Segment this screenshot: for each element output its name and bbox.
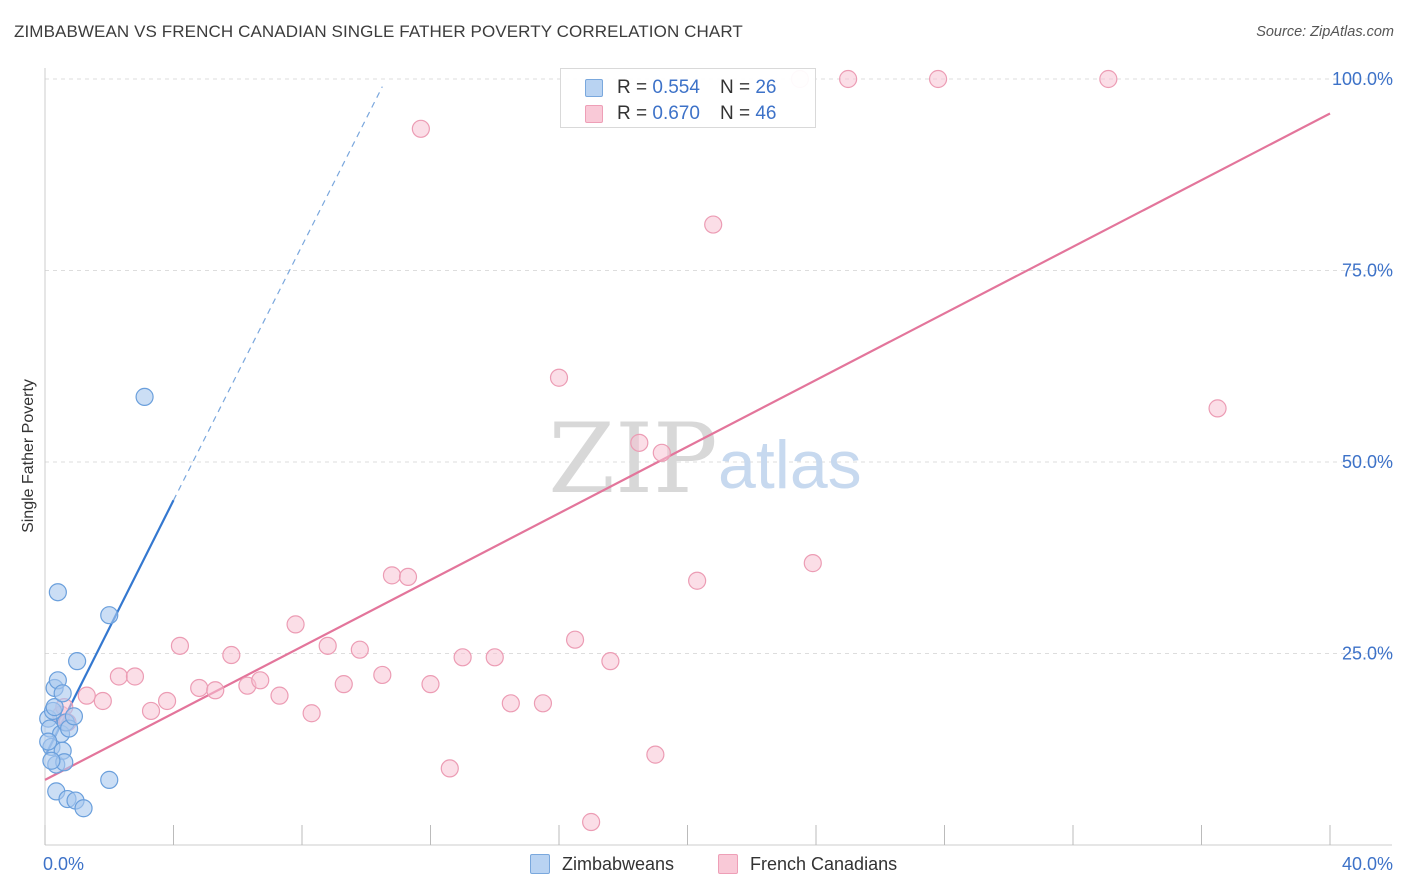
data-point-french-canadian [704, 215, 723, 234]
x-tick-label: 40.0% [1342, 854, 1393, 874]
legend-n-value: 46 [755, 103, 777, 124]
x-tick-label: 0.0% [43, 854, 84, 874]
y-tick-label: 50.0% [1342, 452, 1393, 472]
data-point-french-canadian [222, 645, 241, 665]
legend-swatch-pink [585, 105, 603, 123]
data-point-french-canadian [302, 704, 321, 723]
legend-r-value: 0.554 [652, 77, 700, 98]
bottom-legend-label-zimbabweans: Zimbabweans [562, 853, 675, 874]
trendline-zimbabweans-extrapolated [172, 86, 383, 501]
bottom-legend-swatch-blue [530, 854, 550, 874]
correlation-legend: R = 0.554 N = 26 R = 0.670 N = 46 [560, 68, 816, 128]
data-point-french-canadian [453, 648, 472, 667]
data-point-french-canadian [533, 694, 553, 713]
data-point-french-canadian [141, 701, 161, 721]
data-point-french-canadian [928, 69, 948, 89]
data-point-french-canadian [688, 571, 707, 590]
y-tick-label: 75.0% [1342, 261, 1393, 281]
legend-swatch-blue [585, 79, 603, 97]
y-tick-label: 25.0% [1342, 644, 1393, 664]
tick-label-layer: 25.0% 50.0% 75.0% 100.0% 0.0% 40.0% [43, 69, 1393, 874]
y-tick-label: 100.0% [1332, 69, 1393, 89]
data-point-french-canadian [382, 566, 402, 585]
legend-r-label: R = [617, 77, 648, 98]
data-point-zimbabwean [68, 652, 87, 671]
data-point-french-canadian [803, 554, 822, 573]
data-point-zimbabwean [39, 732, 58, 751]
data-point-french-canadian [170, 636, 190, 655]
data-point-french-canadian [1208, 399, 1227, 418]
data-point-zimbabwean [42, 751, 61, 770]
points-layer [39, 69, 1227, 832]
data-point-french-canadian [157, 691, 177, 711]
legend-row-french-canadians: R = 0.670 N = 46 [585, 103, 776, 125]
legend-n-label: N = [719, 103, 751, 124]
data-point-french-canadian [109, 667, 128, 686]
data-point-zimbabwean [45, 698, 64, 717]
source-credit: Source: ZipAtlas.com [1256, 24, 1394, 40]
data-point-french-canadian [334, 675, 353, 694]
grid-layer [45, 78, 1392, 654]
data-point-french-canadian [1099, 69, 1118, 89]
data-point-french-canadian [286, 615, 305, 634]
data-point-french-canadian [630, 433, 649, 452]
data-point-zimbabwean [48, 583, 67, 602]
data-point-french-canadian [565, 630, 585, 649]
data-point-zimbabwean [74, 799, 93, 818]
legend-r-label: R = [617, 103, 648, 124]
chart-title: ZIMBABWEAN VS FRENCH CANADIAN SINGLE FAT… [14, 22, 743, 41]
data-point-french-canadian [601, 652, 620, 671]
data-point-french-canadian [398, 567, 418, 587]
legend-row-zimbabweans: R = 0.554 N = 26 [585, 77, 776, 99]
data-point-french-canadian [93, 691, 112, 711]
data-point-zimbabwean [53, 684, 72, 703]
data-point-french-canadian [251, 671, 270, 690]
data-point-french-canadian [839, 69, 858, 89]
data-point-french-canadian [190, 678, 209, 698]
data-point-french-canadian [646, 745, 665, 764]
data-point-french-canadian [125, 667, 145, 686]
data-point-french-canadian [77, 686, 96, 705]
data-point-french-canadian [206, 681, 225, 700]
bottom-legend-french-canadians: French Canadians [718, 852, 897, 876]
watermark-atlas: atlas [718, 427, 862, 503]
data-point-zimbabwean [64, 707, 84, 726]
watermark-zip: ZIP [548, 403, 717, 515]
data-point-french-canadian [549, 368, 569, 387]
data-point-french-canadian [350, 640, 369, 659]
bottom-legend-zimbabweans: Zimbabweans [530, 852, 674, 876]
legend-n-value: 26 [755, 77, 777, 98]
bottom-legend-swatch-pink [718, 854, 738, 874]
data-point-french-canadian [485, 648, 504, 667]
data-point-french-canadian [318, 636, 337, 655]
data-point-french-canadian [582, 812, 601, 832]
trendline-french-canadians [44, 112, 1331, 781]
data-point-zimbabwean [100, 606, 119, 625]
legend-r-value: 0.670 [652, 103, 700, 124]
legend-n-label: N = [719, 77, 751, 98]
data-point-french-canadian [411, 119, 430, 138]
axis-layer [44, 68, 1392, 846]
data-point-french-canadian [421, 675, 440, 694]
bottom-legend-label-french-canadians: French Canadians [750, 853, 898, 874]
data-point-french-canadian [373, 665, 392, 685]
data-point-french-canadian [501, 694, 520, 713]
watermark: ZIP atlas [548, 403, 861, 515]
data-point-zimbabwean [100, 770, 119, 789]
data-point-french-canadian [440, 759, 459, 778]
data-point-french-canadian [270, 686, 289, 705]
data-point-zimbabwean [135, 387, 154, 406]
data-point-french-canadian [652, 443, 671, 462]
